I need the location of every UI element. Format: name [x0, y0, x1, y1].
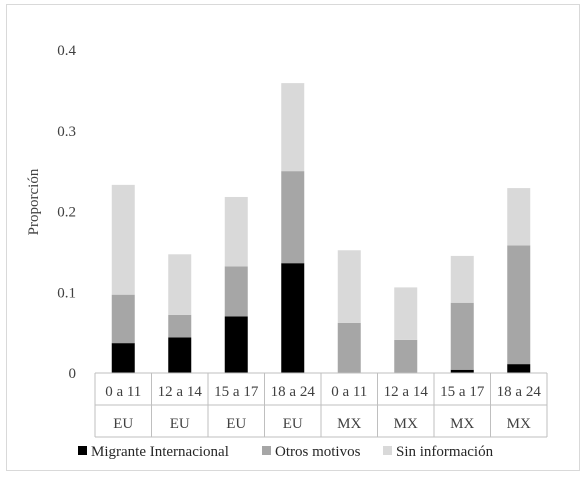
bar-segment — [507, 245, 531, 365]
x-tick-label: 18 a 24 — [271, 384, 316, 400]
x-tick-label: 12 a 14 — [158, 384, 203, 400]
bar-segment — [168, 314, 192, 338]
bar-segment — [450, 255, 474, 303]
x-group-label: MX — [394, 416, 418, 432]
bar-segment — [337, 322, 361, 373]
x-tick-label: 0 a 11 — [105, 384, 141, 400]
bar-segment — [111, 184, 135, 295]
bar-segment — [168, 337, 192, 373]
bar-segment — [507, 364, 531, 373]
bars — [111, 83, 531, 373]
bar-segment — [281, 263, 305, 373]
bar-segment — [394, 339, 418, 373]
x-tick-label: 15 a 17 — [214, 384, 259, 400]
legend: Migrante Internacional Otros motivos Sin i… — [78, 444, 494, 460]
bar-segment — [168, 254, 192, 315]
bar-segment — [337, 250, 361, 323]
x-tick-label: 15 a 17 — [440, 384, 485, 400]
x-group-label: MX — [507, 416, 531, 432]
x-group-label: EU — [226, 416, 246, 432]
x-group-label: EU — [283, 416, 303, 432]
x-tick-label: 0 a 11 — [331, 384, 367, 400]
legend-label: Sin información — [396, 444, 494, 460]
y-axis-ticks: 0 0.1 0.2 0.3 0.4 — [57, 43, 76, 382]
y-tick-label: 0.1 — [57, 285, 76, 301]
y-tick-label: 0.2 — [57, 205, 76, 221]
bar-segment — [224, 316, 248, 373]
x-tick-label: 18 a 24 — [497, 384, 542, 400]
x-group-label: EU — [170, 416, 190, 432]
x-group-label: MX — [337, 416, 361, 432]
x-group-label: EU — [113, 416, 133, 432]
y-axis-label: Proporción — [26, 168, 42, 235]
bar-segment — [507, 188, 531, 246]
legend-swatch — [383, 446, 392, 455]
bar-segment — [224, 196, 248, 267]
y-tick-label: 0 — [69, 366, 77, 382]
y-tick-label: 0.3 — [57, 124, 76, 140]
legend-label: Otros motivos — [275, 444, 361, 460]
legend-label: Migrante Internacional — [91, 444, 229, 460]
bar-segment — [111, 343, 135, 373]
legend-swatch — [262, 446, 271, 455]
x-group-label: MX — [450, 416, 474, 432]
legend-swatch — [78, 446, 87, 455]
x-axis: 0 a 11 EU 12 a 14 EU 15 a 17 EU 18 a 24 EU 0 a 1… — [94, 372, 548, 438]
bar-segment — [224, 266, 248, 317]
bar-segment — [281, 171, 305, 264]
bar-segment — [450, 369, 474, 373]
bar-segment — [281, 83, 305, 172]
bar-segment — [111, 294, 135, 344]
x-tick-label: 12 a 14 — [384, 384, 429, 400]
bar-segment — [450, 302, 474, 370]
y-tick-label: 0.4 — [57, 43, 76, 59]
bar-segment — [394, 287, 418, 340]
